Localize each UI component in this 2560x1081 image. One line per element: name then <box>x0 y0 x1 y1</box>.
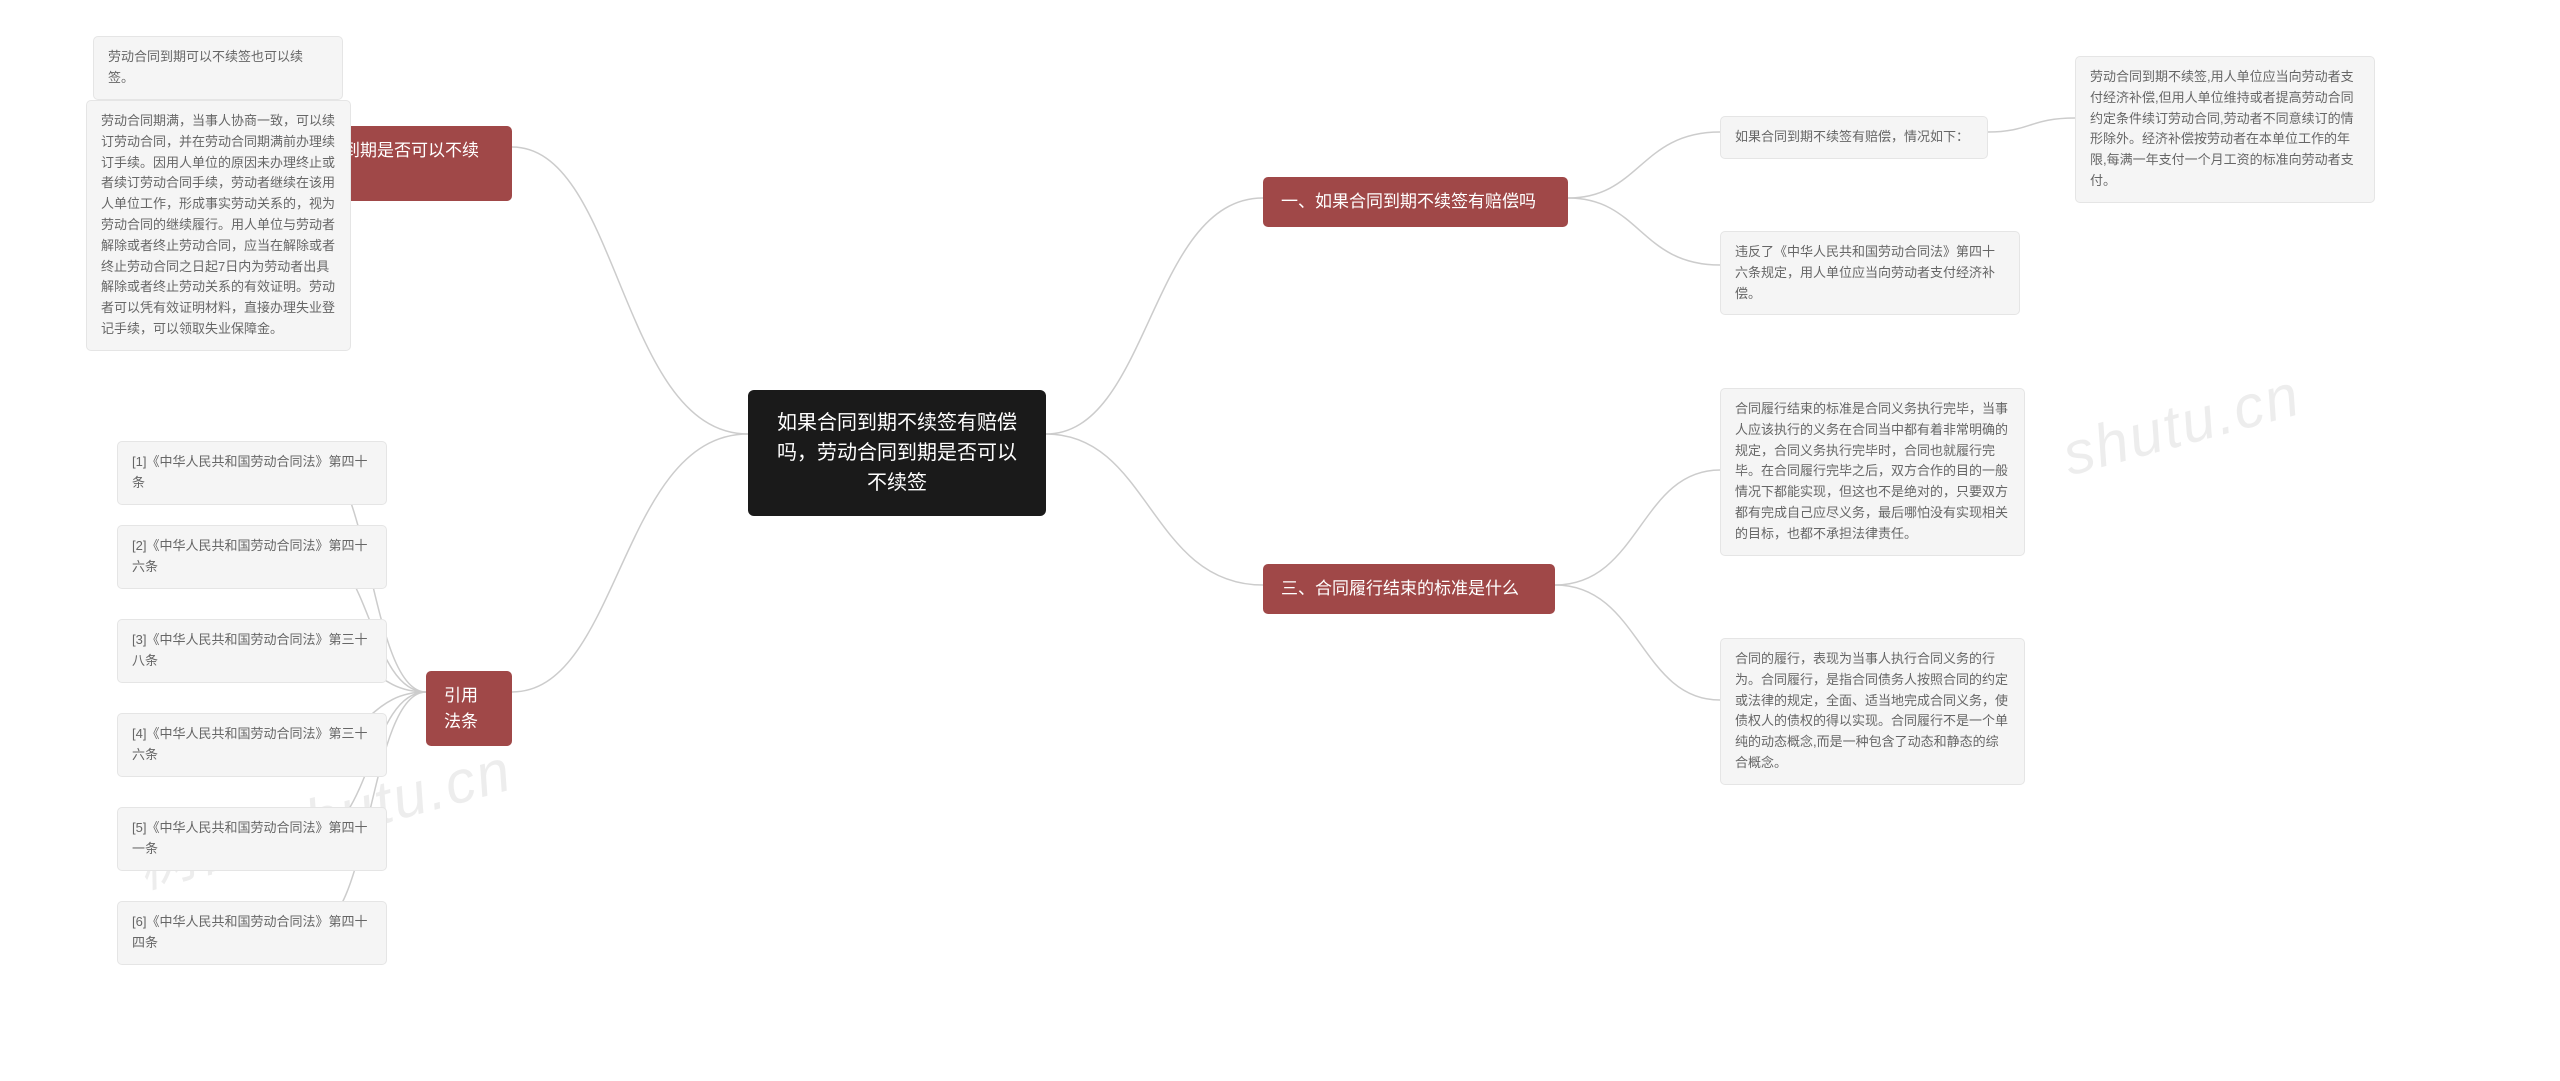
leaf-t1-b: 违反了《中华人民共和国劳动合同法》第四十六条规定，用人单位应当向劳动者支付经济补… <box>1720 231 2020 315</box>
leaf-t3-a: 合同履行结束的标准是合同义务执行完毕，当事人应该执行的义务在合同当中都有着非常明… <box>1720 388 2025 556</box>
watermark-right: shutu.cn <box>2055 360 2307 489</box>
branch-topic1[interactable]: 一、如果合同到期不续签有赔偿吗 <box>1263 177 1568 227</box>
leaf-t4-d: [4]《中华人民共和国劳动合同法》第三十六条 <box>117 713 387 777</box>
branch-topic4[interactable]: 引用法条 <box>426 671 512 746</box>
leaf-t4-a: [1]《中华人民共和国劳动合同法》第四十条 <box>117 441 387 505</box>
leaf-t4-b: [2]《中华人民共和国劳动合同法》第四十六条 <box>117 525 387 589</box>
leaf-t4-f: [6]《中华人民共和国劳动合同法》第四十四条 <box>117 901 387 965</box>
branch-topic3[interactable]: 三、合同履行结束的标准是什么 <box>1263 564 1555 614</box>
root-node[interactable]: 如果合同到期不续签有赔偿吗，劳动合同到期是否可以不续签 <box>748 390 1046 516</box>
leaf-t1-intro: 如果合同到期不续签有赔偿，情况如下： <box>1720 116 1988 159</box>
leaf-t4-e: [5]《中华人民共和国劳动合同法》第四十一条 <box>117 807 387 871</box>
leaf-t4-c: [3]《中华人民共和国劳动合同法》第三十八条 <box>117 619 387 683</box>
leaf-t1-a: 劳动合同到期不续签,用人单位应当向劳动者支付经济补偿,但用人单位维持或者提高劳动… <box>2075 56 2375 203</box>
leaf-t2-b: 劳动合同期满，当事人协商一致，可以续订劳动合同，并在劳动合同期满前办理续订手续。… <box>86 100 351 351</box>
leaf-t2-a: 劳动合同到期可以不续签也可以续签。 <box>93 36 343 100</box>
leaf-t3-b: 合同的履行，表现为当事人执行合同义务的行为。合同履行，是指合同债务人按照合同的约… <box>1720 638 2025 785</box>
